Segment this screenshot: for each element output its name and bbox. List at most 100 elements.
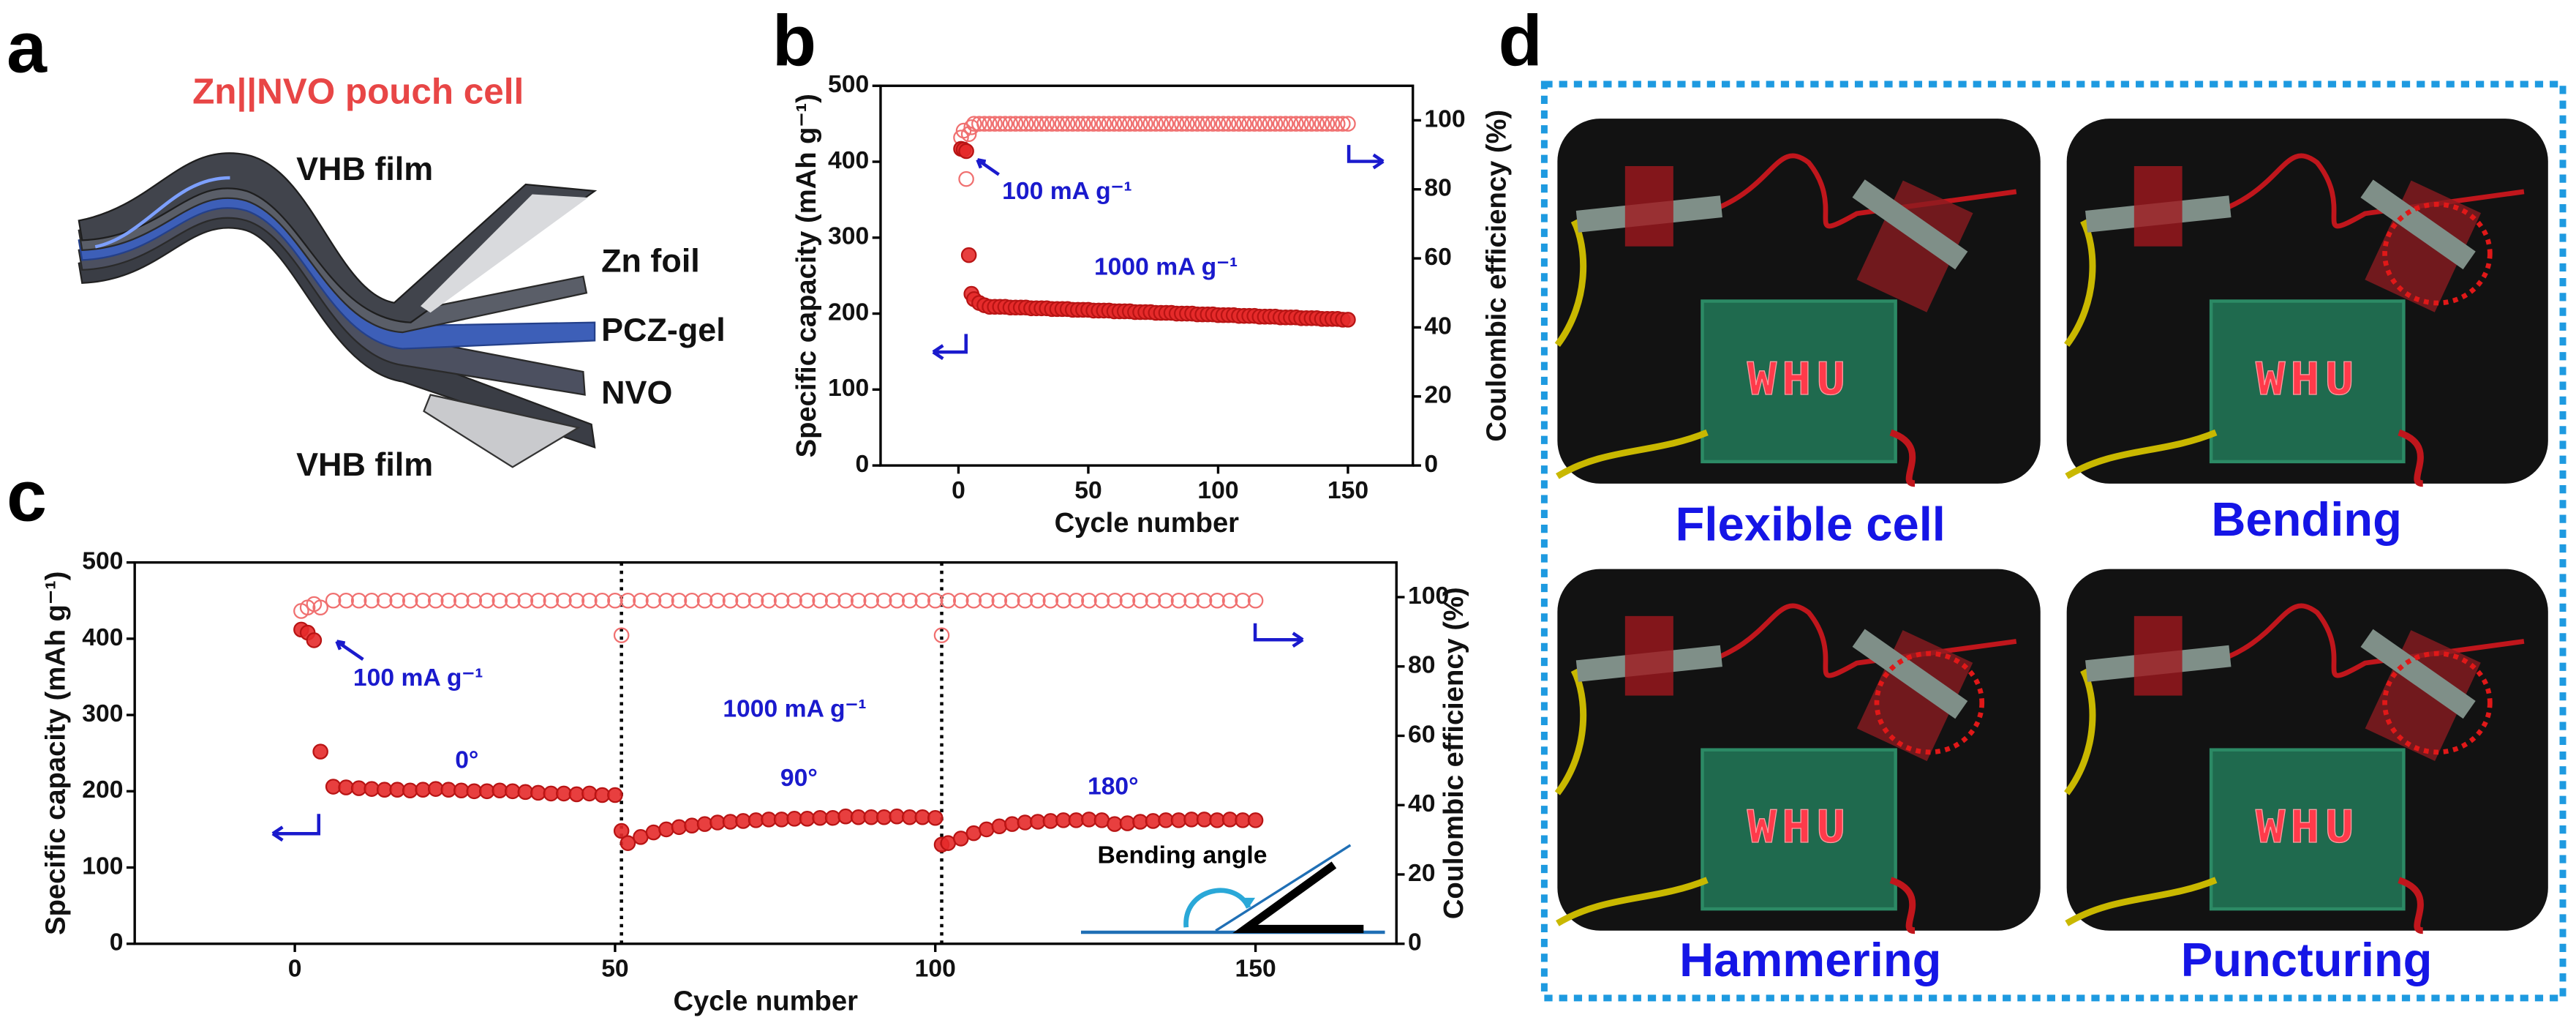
efficiency-point [971,116,987,132]
capacity-point [684,817,700,833]
efficiency-point [1044,116,1061,132]
efficiency-point [1153,116,1170,132]
efficiency-point [1158,116,1175,132]
efficiency-point [812,592,828,609]
led-text: WHU [2256,802,2360,858]
layer-label: NVO [601,373,672,411]
photo: WHU [2064,569,2548,934]
x-axis-label: Cycle number [1055,507,1240,539]
efficiency-point [960,126,977,143]
annotation: 0° [455,746,478,773]
y2-tick-label: 20 [1408,860,1435,887]
y-tick-label: 0 [110,929,124,956]
x-tick-label: 50 [1074,477,1101,504]
film-highlight [421,194,589,313]
electrode [2134,165,2183,247]
capacity-point [1030,814,1046,830]
efficiency-point [799,592,816,609]
efficiency-point [987,116,1003,132]
efficiency-point [1170,592,1187,609]
efficiency-point [1319,116,1336,132]
edge-highlight [94,176,230,249]
efficiency-point [1107,592,1123,609]
efficiency-point [1028,116,1044,132]
panel-label: c [7,456,47,536]
efficiency-point [992,116,1009,132]
efficiency-point [1132,592,1148,609]
y-tick-label: 500 [828,71,869,98]
film-highlight [423,394,581,468]
y2-axis-label: Coulombic efficiency (%) [1481,110,1513,442]
y-tick-label: 200 [82,776,123,803]
chart: 0 50 100 150 0 100 200 300 400 500 0 20 40 60 80 100 Cyc… [40,548,1469,1017]
capacity-point [306,632,323,648]
efficiency-point [1340,116,1356,132]
wire [1554,219,1587,348]
y-tick-label: 200 [828,299,869,326]
efficiency-point [1132,116,1148,132]
capacity-point [505,783,521,800]
efficiency-point [556,592,572,609]
efficiency-point [1030,592,1046,609]
efficiency-point [761,592,777,609]
capacity-point [1119,815,1136,831]
chart: 0 50 100 150 0 100 200 300 400 500 0 20 40 60 80 100 Cyc… [791,71,1512,539]
efficiency-point [1324,116,1341,132]
efficiency-point [1225,116,1242,132]
y2-tick-label: 0 [1408,929,1422,956]
x-tick-label: 0 [952,477,965,504]
efficiency-point [997,116,1014,132]
efficiency-point [1220,116,1237,132]
efficiency-point [927,592,944,609]
efficiency-point [1272,116,1289,132]
efficiency-point [958,170,974,187]
x-axis-label: Cycle number [673,986,858,1017]
efficiency-point [492,592,508,609]
efficiency-point [901,592,918,609]
capacity-point [619,835,636,851]
arrow [335,640,364,662]
capacity-point [440,782,457,798]
capacity-point [312,743,328,760]
efficiency-point [1148,116,1164,132]
capacity-point [1004,816,1020,832]
efficiency-point [965,116,982,132]
efficiency-point [773,592,790,609]
capacity-point [965,825,982,842]
y-tick-label: 100 [82,852,123,880]
efficiency-point [976,116,993,132]
capacity-point [1170,812,1187,828]
y-tick-label: 300 [82,700,123,727]
panel-label: d [1499,0,1543,80]
y-tick-label: 100 [828,375,869,402]
efficiency-point [1049,116,1066,132]
efficiency-point [1329,116,1346,132]
efficiency-point [696,592,713,609]
efficiency-point [1068,592,1085,609]
capacity-point [1107,816,1123,832]
efficiency-point [1137,116,1153,132]
efficiency-point [1184,116,1200,132]
efficiency-point [837,592,854,609]
panel-label: a [7,7,48,87]
efficiency-point [415,592,432,609]
capacity-point [1068,812,1085,828]
x-tick-label: 150 [1327,477,1368,504]
wire [2398,877,2424,934]
efficiency-point [953,592,969,609]
capacity-point [479,783,495,800]
efficiency-point [619,592,636,609]
electrode [1624,615,1673,696]
capacity-point [453,782,470,799]
capacity-point [837,808,854,825]
y-axis-label: Specific capacity (mAh g⁻¹) [791,94,822,457]
capacity-point [927,809,944,826]
efficiency-point [1116,116,1133,132]
capacity-point [1081,812,1097,828]
efficiency-point [633,592,649,609]
capacity-point [914,809,931,825]
efficiency-point [581,592,598,609]
efficiency-point [1235,592,1251,609]
annotation: 100 mA g⁻¹ [353,664,483,692]
wire [2064,668,2096,795]
